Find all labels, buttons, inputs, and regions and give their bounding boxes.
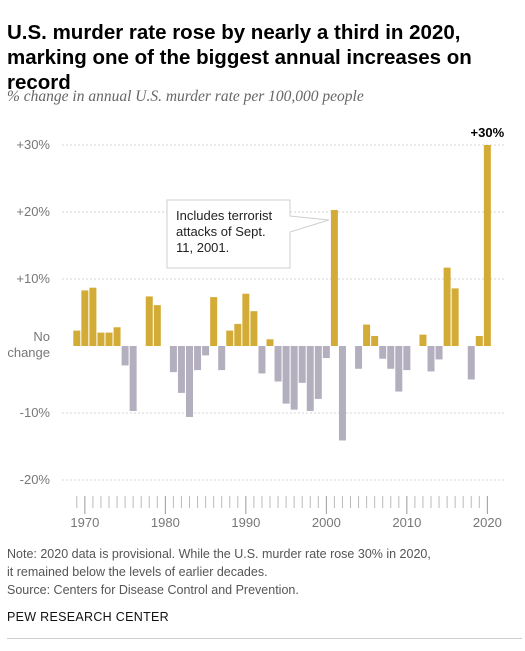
bar-2000 [322,346,330,359]
bar-2009 [395,346,403,392]
x-tick-label: 2000 [312,515,341,530]
footer-org: PEW RESEARCH CENTER [7,610,169,624]
bar-1978 [145,296,153,346]
bar-1989 [234,323,242,346]
bar-1971 [89,287,97,346]
bar-2004 [355,346,363,369]
source-line: Source: Centers for Disease Control and … [7,583,299,597]
y-tick-label: No [33,329,50,344]
bar-2006 [371,335,379,346]
y-tick-label: -20% [20,472,51,487]
chart-title-line-2: marking one of the biggest annual increa… [7,46,472,94]
x-tick-label: 2010 [392,515,421,530]
peak-value-label: +30% [471,125,505,140]
x-tick-label: 2020 [473,515,502,530]
note-line-1: Note: 2020 data is provisional. While th… [7,547,431,561]
bar-2005 [363,324,371,346]
annotation-box [166,199,330,269]
bar-1984 [194,346,202,371]
bar-1972 [97,332,105,346]
bar-1988 [226,330,234,346]
annotation-text: Includes terrorist [176,208,272,223]
bar-2016 [451,288,459,346]
bar-1987 [218,346,226,371]
bar-1992 [258,346,266,374]
bar-2012 [419,334,427,346]
bar-1997 [298,346,306,383]
y-tick-label: -10% [20,405,51,420]
x-tick-label: 1970 [70,515,99,530]
bar-2010 [403,346,411,371]
bar-1983 [186,346,193,418]
bar-1969 [73,330,81,346]
bar-2007 [379,346,387,359]
annotation-text: 11, 2001. [176,240,229,255]
bar-1981 [169,346,177,373]
bar-2015 [443,267,451,346]
x-tick-label: 1990 [231,515,260,530]
bar-2019 [475,335,483,346]
bar-2013 [427,346,435,372]
bar-1979 [153,305,161,346]
bar-1998 [306,346,314,411]
bar-1975 [121,346,129,366]
bar-1970 [81,290,89,346]
bar-1995 [282,346,290,404]
bar-2001 [330,209,338,346]
bar-2002 [338,346,346,441]
bar-1986 [210,297,218,346]
bar-2014 [435,346,443,360]
bar-1993 [266,339,274,346]
chart-title-line-1: U.S. murder rate rose by nearly a third … [7,21,461,44]
bar-1985 [202,346,210,356]
chart-notes: Note: 2020 data is provisional. While th… [7,545,522,599]
bar-1999 [314,346,322,399]
chart-subtitle: % change in annual U.S. murder rate per … [7,88,364,105]
bar-1990 [242,293,250,346]
y-tick-label: +20% [16,204,50,219]
bar-1996 [290,346,298,410]
bar-1973 [105,332,113,346]
bar-1976 [129,346,137,411]
y-tick-label: +10% [16,271,50,286]
bar-1982 [177,346,185,393]
note-line-2: it remained below the levels of earlier … [7,565,268,579]
bar-2018 [467,346,475,380]
y-tick-label: +30% [16,137,50,152]
footer-rule [7,638,522,639]
bar-2020 [483,145,491,346]
y-tick-label: change [7,345,50,360]
x-tick-label: 1980 [151,515,180,530]
bar-1991 [250,311,258,346]
bar-1994 [274,346,282,382]
bar-1974 [113,327,121,346]
annotation-text: attacks of Sept. [176,224,266,239]
bar-2008 [387,346,395,369]
chart-title: U.S. murder rate rose by nearly a third … [7,20,522,95]
